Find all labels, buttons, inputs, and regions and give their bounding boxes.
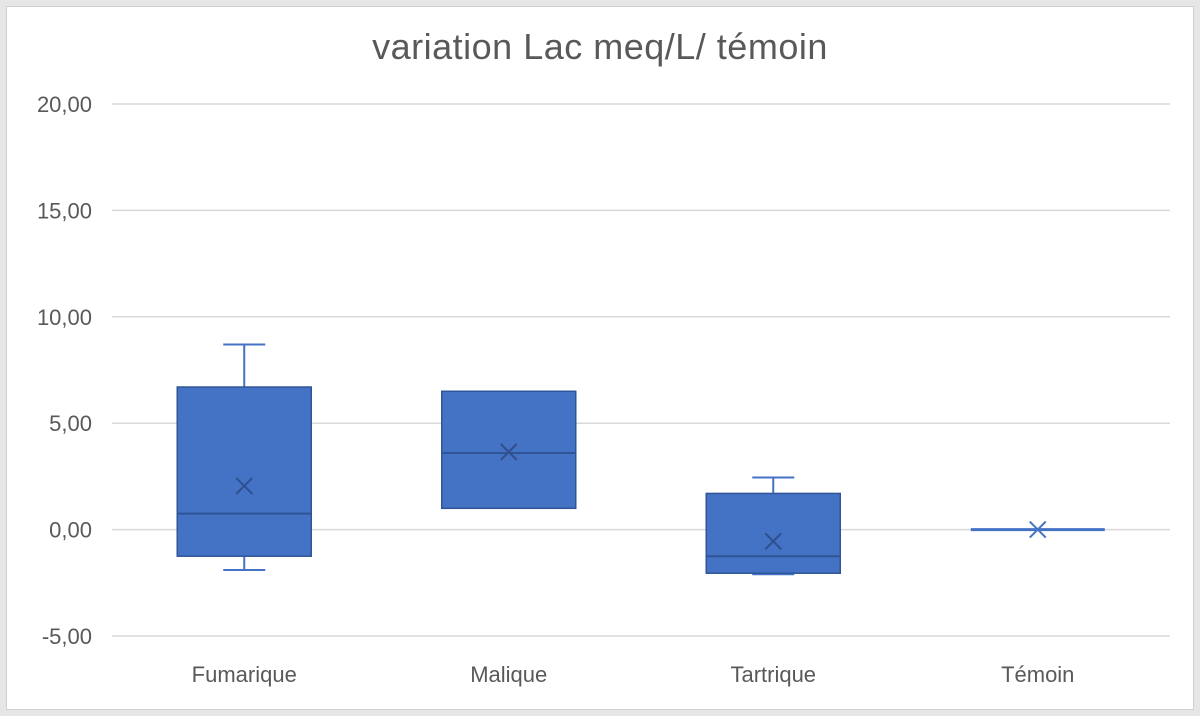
box-témoin (970, 520, 1105, 539)
category-label: Tartrique (730, 662, 816, 687)
y-tick-label: 15,00 (37, 198, 92, 223)
box-malique (441, 390, 577, 510)
category-label: Témoin (1001, 662, 1074, 687)
box-iqr (176, 386, 312, 557)
y-tick-label: 20,00 (37, 92, 92, 117)
mean-marker (500, 443, 518, 461)
x-axis-categories: Fumarique Malique Tartrique Témoin (192, 662, 1075, 687)
category-label: Fumarique (192, 662, 297, 687)
mean-marker (764, 532, 782, 551)
mean-marker (1029, 520, 1047, 539)
chart-title: variation Lac meq/L/ témoin (372, 26, 828, 67)
y-tick-label: -5,00 (42, 624, 92, 649)
y-axis-ticks: -5,00 0,00 5,00 10,00 15,00 20,00 (37, 92, 92, 649)
box-iqr (705, 492, 841, 574)
chart-area-border (6, 6, 1194, 710)
box-fumarique (176, 343, 312, 572)
box-iqr (441, 390, 577, 510)
category-label: Malique (470, 662, 547, 687)
mean-marker (235, 477, 253, 495)
box-series (176, 343, 1105, 576)
y-tick-label: 5,00 (49, 411, 92, 436)
box-tartrique (705, 476, 841, 576)
y-tick-label: 0,00 (49, 518, 92, 543)
y-tick-label: 10,00 (37, 305, 92, 330)
